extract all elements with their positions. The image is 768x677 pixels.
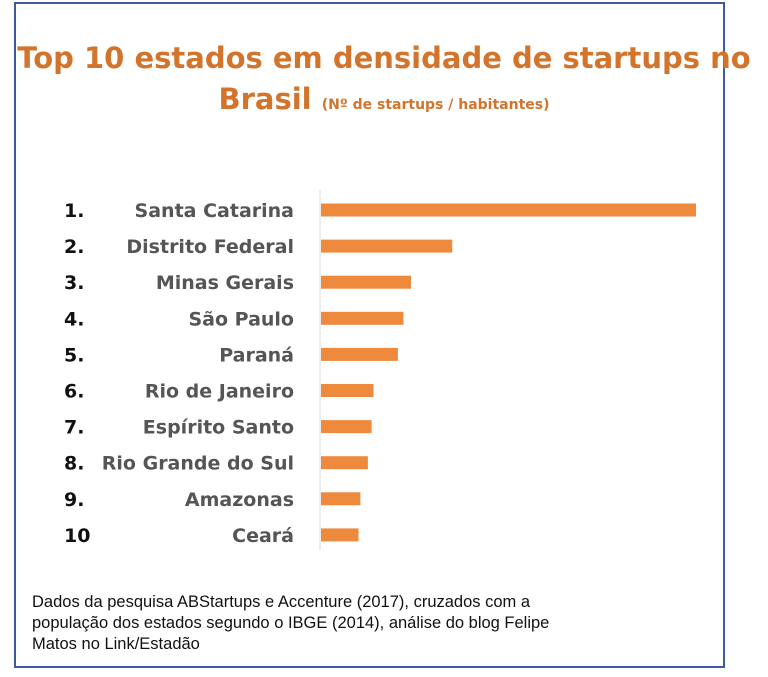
bar [321,420,372,434]
rank-label: 7. [64,417,84,439]
caption-line-3: Matos no Link/Estadão [32,635,200,653]
figure-frame [14,2,725,668]
rank-label: 4. [64,308,84,330]
category-label: Minas Gerais [156,272,294,294]
bar [321,492,361,506]
bar [321,275,411,289]
bar [321,311,404,325]
category-label: Espírito Santo [143,417,294,439]
category-label: São Paulo [188,308,294,330]
category-label: Ceará [232,525,294,547]
bar [321,203,696,217]
bar [321,239,453,253]
chart-title: Top 10 estados em densidade de startups … [0,38,768,126]
rank-label: 3. [64,272,84,294]
chart-subtitle: (Nº de startups / habitantes) [321,97,550,113]
bar [321,456,368,470]
rank-label: 1. [64,200,84,222]
rank-label: 8. [64,453,84,475]
bar [321,347,398,361]
category-label: Santa Catarina [135,200,294,222]
category-label: Distrito Federal [126,236,294,258]
rank-label: 9. [64,489,84,511]
title-line-2: Brasil (Nº de startups / habitantes) [0,79,768,126]
category-label: Rio de Janeiro [145,381,294,403]
caption-line-1: Dados da pesquisa ABStartups e Accenture… [32,593,531,611]
title-line-1: Top 10 estados em densidade de startups … [17,41,751,75]
rank-label: 6. [64,381,84,403]
rank-label: 2. [64,236,84,258]
rank-label: 5. [64,344,84,366]
category-label: Paraná [219,344,294,366]
caption-line-2: população dos estados segundo o IBGE (20… [32,614,550,632]
category-label: Rio Grande do Sul [102,453,294,475]
bar [321,384,374,397]
source-caption: Dados da pesquisa ABStartups e Accenture… [32,592,672,655]
bar [321,528,359,542]
title-brasil: Brasil [218,82,312,116]
category-label: Amazonas [185,489,294,511]
rank-label: 10 [64,525,90,547]
